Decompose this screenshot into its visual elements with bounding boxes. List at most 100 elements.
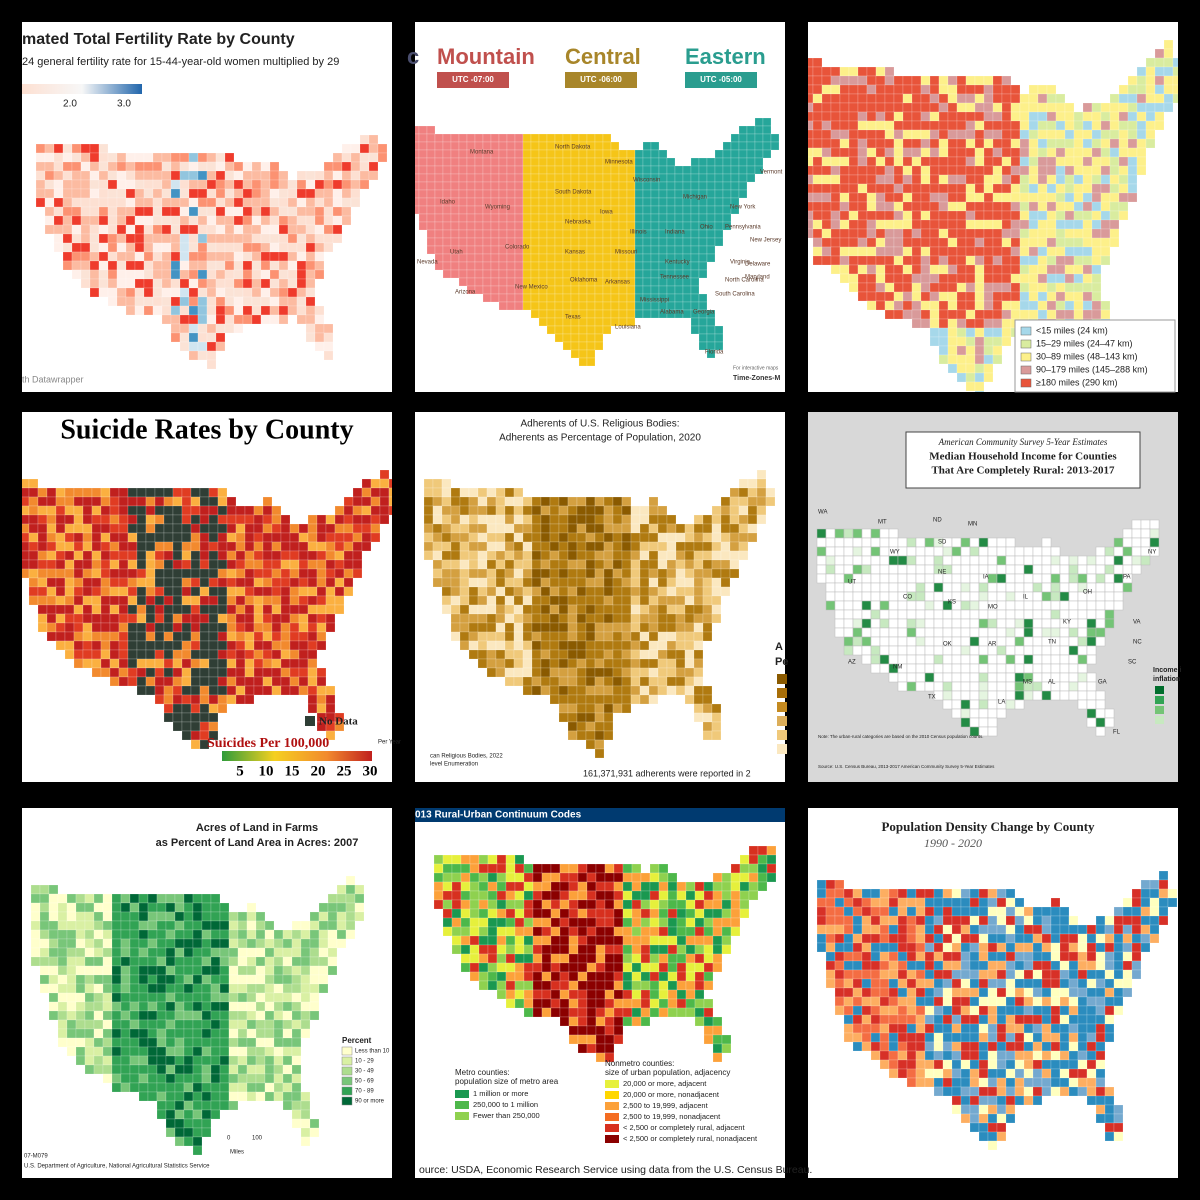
county-cell [567,631,578,642]
county-cell [893,246,904,257]
county-cell [62,152,73,163]
county-cell [812,84,823,95]
county-cell [1127,192,1138,203]
county-cell [1095,699,1106,710]
county-cell [504,640,515,651]
county-cell [134,242,145,253]
county-cell [1068,591,1079,602]
county-cell [127,496,138,507]
county-cell [956,255,967,266]
county-cell [418,125,428,135]
county-cell [246,938,257,949]
county-cell [1059,645,1070,656]
county-cell [224,305,235,316]
county-cell [161,215,172,226]
county-cell [201,893,212,904]
county-cell [884,201,895,212]
county-cell [183,911,194,922]
county-cell [585,685,596,696]
county-cell [109,604,120,615]
panel [415,412,785,782]
county-cell [217,586,228,597]
county-cell [969,573,980,584]
county-cell [714,237,724,247]
county-cell [1055,246,1066,257]
county-cell [729,532,740,543]
county-cell [48,893,59,904]
county-cell [1055,309,1066,320]
county-cell [562,229,572,239]
county-cell [172,487,183,498]
county-cell [630,595,641,606]
county-cell [1136,165,1147,176]
county-cell [531,640,542,651]
county-cell [612,658,623,669]
county-cell [570,197,580,207]
county-cell [947,255,958,266]
county-cell [897,582,908,593]
county-cell [334,532,345,543]
county-cell [754,117,764,127]
county-cell [468,532,479,543]
county-cell [334,523,345,534]
county-cell [1082,273,1093,284]
county-cell [39,947,50,958]
county-cell [109,586,120,597]
county-cell [482,189,492,199]
county-cell [44,179,55,190]
county-cell [906,627,917,638]
county-cell [441,568,452,579]
county-cell [490,237,500,247]
county-cell [482,245,492,255]
county-cell [974,120,985,131]
county-cell [1109,147,1120,158]
county-cell [280,577,291,588]
county-cell [1100,246,1111,257]
county-cell [506,157,516,167]
county-cell [747,505,758,516]
county-cell [53,233,64,244]
county-cell [594,245,604,255]
county-cell [830,183,841,194]
county-cell [345,920,356,931]
county-cell [197,251,208,262]
county-cell [546,237,556,247]
county-cell [1136,102,1147,113]
county-cell [884,282,895,293]
county-cell [969,600,980,611]
county-cell [91,649,102,660]
county-cell [486,586,497,597]
county-cell [127,559,138,570]
county-cell [630,532,641,543]
county-cell [960,690,971,701]
county-cell [426,245,436,255]
county-cell [911,282,922,293]
county-cell [612,694,623,705]
county-cell [893,201,904,212]
county-cell [504,667,515,678]
county-cell [969,690,980,701]
county-cell [116,242,127,253]
county-cell [812,228,823,239]
county-cell [219,947,230,958]
county-cell [1001,291,1012,302]
county-cell [314,215,325,226]
county-cell [812,147,823,158]
county-cell [170,296,181,307]
county-cell [594,496,605,507]
county-cell [911,174,922,185]
county-cell [978,690,989,701]
county-cell [1014,654,1025,665]
county-cell [201,920,212,931]
county-cell [821,129,832,140]
county-cell [947,102,958,113]
county-cell [156,947,167,958]
county-cell [852,564,863,575]
county-cell [978,663,989,674]
county-cell [567,703,578,714]
county-cell [1028,174,1039,185]
county-cell [866,291,877,302]
county-cell [82,631,93,642]
county-cell [956,363,967,374]
county-cell [983,210,994,221]
